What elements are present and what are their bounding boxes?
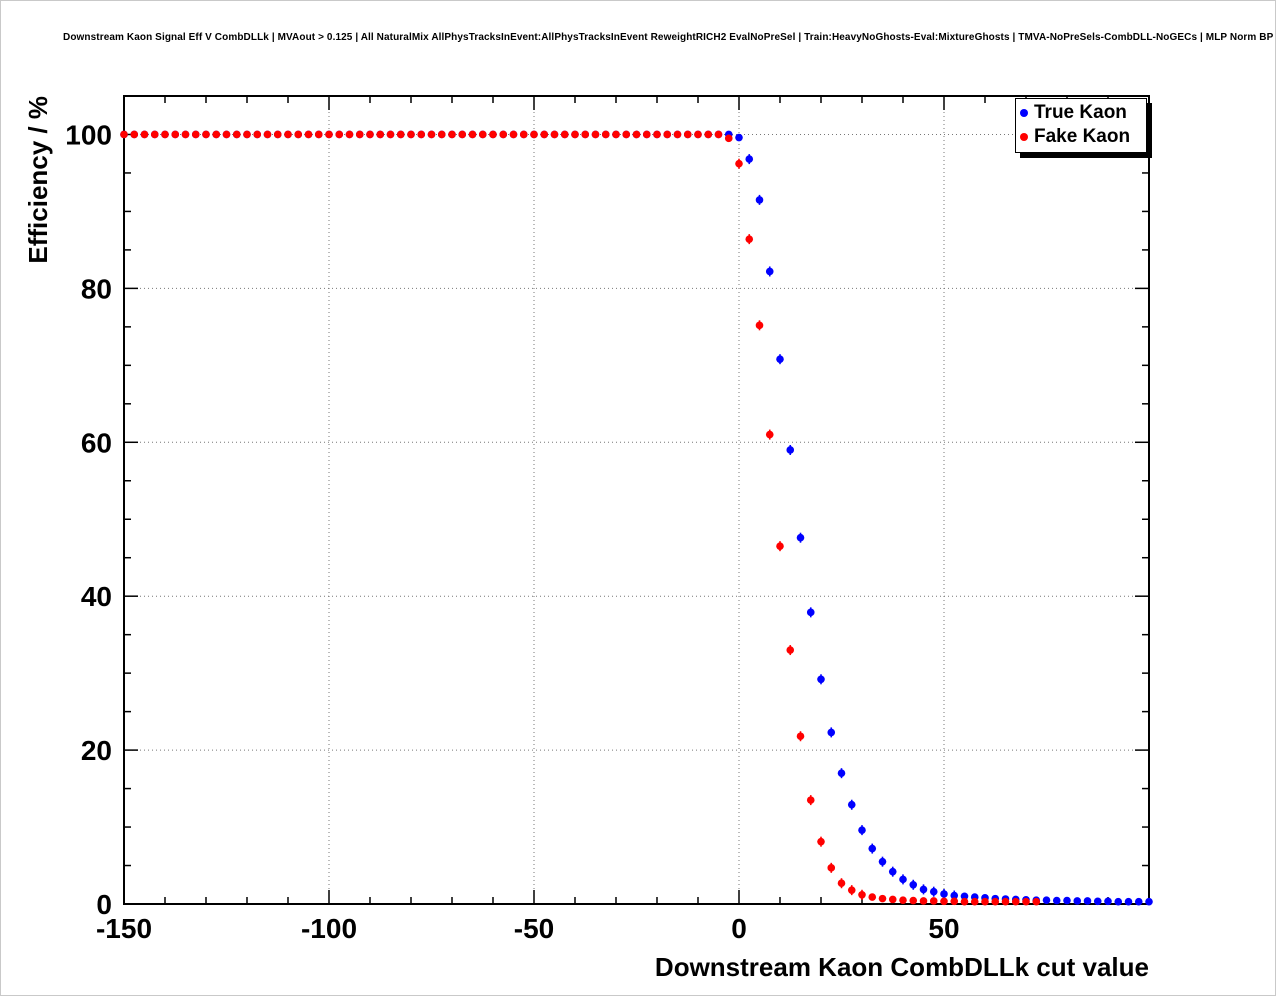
svg-text:-50: -50	[514, 913, 554, 944]
svg-text:0: 0	[731, 913, 747, 944]
y-axis-title: Efficiency / %	[23, 96, 53, 264]
legend-label-true-kaon: True Kaon	[1034, 102, 1127, 123]
legend: True Kaon Fake Kaon	[1015, 98, 1147, 153]
svg-text:80: 80	[81, 273, 112, 304]
svg-text:60: 60	[81, 427, 112, 458]
series-true-kaon	[120, 130, 1153, 906]
legend-entry-fake-kaon: Fake Kaon	[1020, 125, 1142, 149]
legend-entry-true-kaon: True Kaon	[1020, 101, 1142, 125]
x-axis-title: Downstream Kaon CombDLLk cut value	[655, 952, 1149, 982]
svg-text:40: 40	[81, 581, 112, 612]
svg-text:-100: -100	[301, 913, 357, 944]
legend-marker-true-kaon-icon	[1020, 109, 1028, 117]
axis-ticks	[123, 95, 1150, 905]
x-tick-labels: -150 -100 -50 0 50	[96, 913, 960, 944]
svg-text:20: 20	[81, 735, 112, 766]
plot-title: Downstream Kaon Signal Eff V CombDLLk | …	[63, 32, 1275, 43]
svg-text:0: 0	[96, 889, 112, 920]
y-tick-labels: 0 20 40 60 80 100	[65, 119, 112, 920]
gridlines	[123, 96, 1149, 905]
svg-text:-150: -150	[96, 913, 152, 944]
legend-marker-fake-kaon-icon	[1020, 133, 1028, 141]
svg-text:100: 100	[65, 119, 112, 150]
plot-frame	[123, 95, 1150, 905]
legend-label-fake-kaon: Fake Kaon	[1034, 126, 1131, 147]
series-fake-kaon	[120, 130, 1041, 906]
svg-text:50: 50	[928, 913, 959, 944]
